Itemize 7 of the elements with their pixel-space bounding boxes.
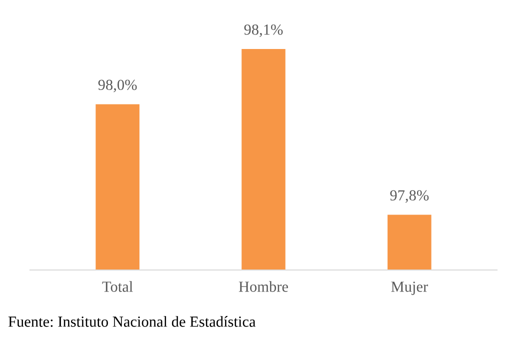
x-tick-label: Mujer (391, 282, 428, 295)
data-label: 98,1% (244, 24, 283, 37)
source-note: Fuente: Instituto Nacional de Estadística (8, 316, 256, 327)
x-tick-label: Hombre (238, 281, 288, 292)
x-tick-label: Total (102, 281, 133, 292)
data-label: 97,8% (390, 190, 429, 203)
data-label: 98,0% (98, 80, 137, 92)
